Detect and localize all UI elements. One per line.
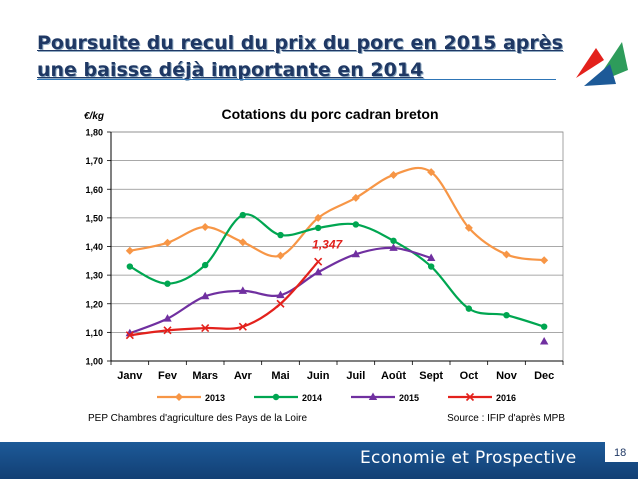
- legend-label-2016: 2016: [496, 393, 516, 403]
- x-tick-label: Fev: [158, 370, 178, 382]
- series-2013: [125, 166, 549, 265]
- page-number-box: [605, 440, 638, 462]
- point-2015-Août: [389, 243, 398, 251]
- source-left-text: PEP Chambres d'agriculture des Pays de l…: [88, 413, 308, 424]
- y-tick-label: 1,70: [85, 156, 103, 166]
- point-2016-Mai: [276, 299, 285, 308]
- x-tick-label: Avr: [234, 370, 253, 382]
- series-2014: [126, 211, 548, 330]
- point-2013-Oct: [464, 223, 473, 232]
- point-2013-Mai: [276, 251, 285, 260]
- point-2014-Janv: [126, 263, 134, 270]
- chambres-agriculture-logo: [576, 42, 628, 86]
- point-2013-Juil: [351, 193, 360, 202]
- point-2013-Juin: [314, 213, 323, 222]
- series-line-2015: [129, 246, 432, 335]
- page-number: 18: [614, 447, 627, 459]
- point-2014-Nov: [503, 312, 510, 319]
- source-right-text: Source : IFIP d'après MPB: [447, 413, 565, 424]
- point-2016-Juin: [314, 257, 323, 266]
- annotation-label: 1,347: [312, 238, 343, 252]
- point-2016-Mars: [201, 324, 210, 333]
- y-tick-label: 1,80: [85, 128, 103, 138]
- point-2013-Janv: [125, 246, 134, 255]
- point-2014-Sept: [427, 263, 435, 270]
- series-line-2016: [129, 260, 319, 337]
- legend-label-2015: 2015: [399, 393, 419, 403]
- legend-label-2013: 2013: [205, 393, 225, 403]
- point-2014-Juil: [352, 221, 360, 228]
- point-2013-Sept: [427, 168, 436, 177]
- footer-band: [0, 442, 638, 479]
- y-tick-label: 1,60: [85, 185, 103, 195]
- point-2015-Avr: [238, 286, 248, 294]
- point-2014-Avr: [239, 211, 247, 219]
- point-2013-Fev: [163, 238, 172, 247]
- point-2016-Fev: [163, 326, 172, 335]
- point-2016-Avr: [238, 322, 247, 331]
- x-tick-label: Mars: [192, 370, 218, 382]
- point-2015-Juin: [313, 267, 323, 276]
- point-2013-Dec: [540, 256, 549, 265]
- slide-title: Poursuite du recul du prix du porc en 20…: [37, 32, 563, 81]
- legend-label-2014: 2014: [302, 393, 322, 403]
- point-2014-Août: [390, 237, 397, 244]
- legend-marker-2014: [272, 393, 280, 401]
- point-2014-Mars: [201, 261, 209, 269]
- point-2015-Sept: [426, 253, 436, 261]
- legend-marker-2016: [465, 392, 475, 402]
- point-2014-Mai: [277, 231, 284, 239]
- point-2015-Juil: [351, 249, 361, 258]
- series-2016: [125, 257, 323, 340]
- x-tick-label: Oct: [460, 370, 479, 382]
- point-2014-Oct: [465, 305, 473, 312]
- footer-label: Economie et Prospective: [360, 448, 577, 468]
- x-tick-label: Juil: [346, 370, 365, 382]
- x-tick-label: Août: [381, 370, 406, 382]
- x-tick-label: Juin: [307, 370, 330, 382]
- point-2015-Mars: [200, 291, 210, 300]
- point-2016-Janv: [125, 331, 134, 340]
- point-2013-Nov: [502, 250, 511, 259]
- point-2015-Fev: [163, 314, 172, 322]
- x-tick-label: Mai: [271, 370, 289, 382]
- point-2013-Avr: [238, 238, 247, 247]
- point-2014-Dec: [540, 323, 548, 330]
- y-tick-label: 1,40: [85, 242, 103, 252]
- y-tick-label: 1,20: [85, 299, 103, 309]
- x-tick-label: Janv: [117, 370, 143, 382]
- point-2015-Dec: [539, 337, 549, 345]
- y-tick-label: 1,10: [85, 328, 103, 338]
- point-2014-Fev: [164, 280, 171, 287]
- y-axis-unit-label: €/kg: [84, 111, 104, 122]
- point-2014-Juin: [314, 224, 322, 232]
- x-tick-label: Dec: [534, 370, 554, 382]
- chart-title: Cotations du porc cadran breton: [221, 106, 438, 122]
- y-tick-label: 1,00: [85, 357, 103, 367]
- point-2015-Mai: [276, 290, 285, 299]
- y-tick-label: 1,50: [85, 213, 103, 223]
- title-underline-rule: [37, 79, 556, 80]
- legend-marker-2013: [175, 393, 183, 401]
- x-tick-label: Nov: [496, 370, 518, 382]
- legend-marker-2015: [368, 392, 378, 400]
- y-tick-label: 1,30: [85, 271, 103, 281]
- point-2013-Mars: [201, 223, 210, 232]
- x-tick-label: Sept: [419, 370, 443, 382]
- point-2013-Août: [389, 170, 398, 179]
